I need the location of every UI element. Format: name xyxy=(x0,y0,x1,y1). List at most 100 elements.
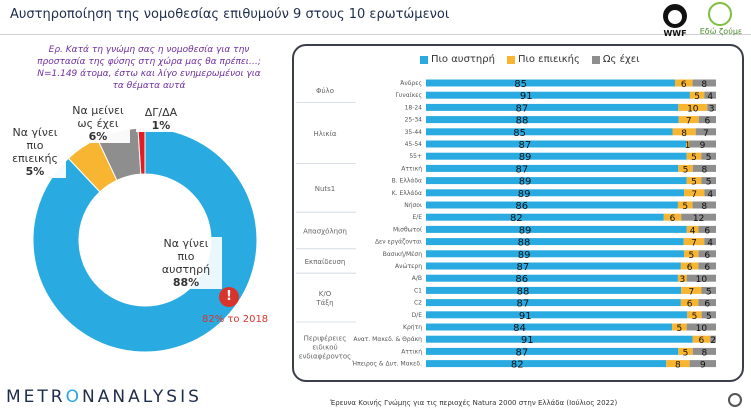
bar-segment-strict xyxy=(426,116,679,124)
breakdown-panel xyxy=(292,44,744,382)
legend-swatch-same xyxy=(591,55,600,64)
bar-value-lenient: 5 xyxy=(688,251,694,261)
bar-segment-lenient xyxy=(686,152,702,160)
bar-segment-lenient xyxy=(689,91,705,99)
bar-value-same: 8 xyxy=(701,202,707,212)
legend-swatch-strict xyxy=(420,55,428,64)
legend-label-strict: Πιο αυστηρή xyxy=(431,54,495,65)
bar-segment-same xyxy=(704,189,716,197)
bar-value-same: 9 xyxy=(700,141,706,151)
bar-value-lenient: 1 xyxy=(685,141,691,151)
bar-value-same: 8 xyxy=(701,80,707,90)
bar-value-strict: 89 xyxy=(518,189,531,200)
row-label: Β. Ελλάδα xyxy=(392,178,422,185)
bar-segment-same xyxy=(704,91,716,99)
bar-value-lenient: 6 xyxy=(687,300,693,310)
note-2018: 82% το 2018 xyxy=(202,314,269,325)
bar-segment-lenient xyxy=(677,274,687,282)
group-label: Τάξη xyxy=(315,299,333,307)
row-label: C2 xyxy=(414,300,422,307)
donut-label-dk: ΔΓ/ΔΑ 1% xyxy=(136,106,186,132)
bar-value-strict: 85 xyxy=(514,79,527,90)
bar-segment-strict xyxy=(426,250,685,258)
row-label: 25-34 xyxy=(405,117,423,124)
bar-value-strict: 87 xyxy=(516,262,529,273)
bar-segment-strict xyxy=(426,201,678,209)
bar-value-lenient: 8 xyxy=(675,361,681,371)
bar-segment-same xyxy=(707,103,716,111)
bar-segment-strict xyxy=(426,299,681,307)
bar-value-strict: 84 xyxy=(513,323,526,334)
group-label: Κ/Ο xyxy=(319,290,332,298)
bar-segment-strict xyxy=(426,311,688,319)
bar-segment-same xyxy=(698,116,716,124)
legend-label-lenient: Πιο επιεικής xyxy=(517,54,580,65)
bar-segment-strict xyxy=(426,164,679,172)
row-label: 55+ xyxy=(409,153,422,160)
bar-value-same: 4 xyxy=(707,239,713,249)
bar-segment-lenient xyxy=(678,347,693,355)
survey-question: Ερ. Κατά τη γνώμη σας η νομοθεσία για τη… xyxy=(37,45,261,91)
row-label: Ε/Ε xyxy=(412,214,422,221)
bar-segment-strict xyxy=(426,286,682,294)
bar-value-lenient: 7 xyxy=(688,287,694,297)
bar-segment-strict xyxy=(426,128,673,136)
donut-label-lenient: Να γίνει πιο επιεικής 5% xyxy=(4,126,66,178)
chart-legend: Πιο αυστηρή Πιο επιεικής Ως έχει xyxy=(420,54,640,65)
bar-segment-same xyxy=(710,335,716,343)
bar-value-strict: 87 xyxy=(516,103,529,114)
bar-value-same: 6 xyxy=(704,226,710,236)
bar-segment-lenient xyxy=(677,201,693,209)
row-label: Μισθωτοί xyxy=(393,226,422,233)
wwf-logo: WWF xyxy=(660,4,690,38)
bar-value-same: 8 xyxy=(702,165,708,175)
bar-value-same: 10 xyxy=(696,324,708,334)
leaf-icon xyxy=(708,2,732,26)
bar-value-same: 4 xyxy=(707,190,713,200)
bar-value-lenient: 5 xyxy=(691,153,697,163)
legend-item-strict: Πιο αυστηρή xyxy=(420,54,495,65)
bar-segment-same xyxy=(692,164,716,172)
page-title: Αυστηροποίηση της νομοθεσίας επιθυμούν 9… xyxy=(10,7,450,22)
metron-analysis-logo: METRONANALYSIS xyxy=(6,387,202,407)
bar-segment-lenient xyxy=(684,250,699,258)
bar-segment-strict xyxy=(426,274,678,282)
bar-segment-strict xyxy=(426,177,687,185)
edo-zoume-logo-text: Εδώ ζούμε xyxy=(699,27,743,36)
bar-segment-lenient xyxy=(683,238,705,246)
bar-segment-same xyxy=(704,238,716,246)
bar-segment-same xyxy=(686,274,716,282)
bar-value-same: 3 xyxy=(709,104,715,114)
row-label: Α/Β xyxy=(412,275,422,282)
bar-value-strict: 88 xyxy=(518,238,531,249)
legend-item-same: Ως έχει xyxy=(591,54,640,65)
bar-segment-strict xyxy=(426,213,664,221)
bar-value-strict: 91 xyxy=(521,335,534,346)
alert-icon: ! xyxy=(219,287,239,307)
wwf-logo-text: WWF xyxy=(663,29,687,38)
legend-item-lenient: Πιο επιεικής xyxy=(506,54,580,65)
group-label: Εκπαίδευση xyxy=(305,258,346,266)
bar-value-strict: 91 xyxy=(520,91,533,102)
bar-segment-strict xyxy=(426,360,667,368)
bar-value-strict: 86 xyxy=(515,274,528,285)
row-label: Κ. Ελλάδα xyxy=(392,190,422,197)
bar-segment-lenient xyxy=(672,128,696,136)
bar-segment-strict xyxy=(426,225,687,233)
bar-value-lenient: 6 xyxy=(670,214,676,224)
bar-segment-lenient xyxy=(678,164,693,172)
group-label: Απασχόληση xyxy=(303,228,347,236)
row-label: Δεν εργάζονται xyxy=(375,239,422,246)
bar-value-strict: 89 xyxy=(518,250,531,261)
bar-segment-lenient xyxy=(680,262,699,270)
bar-value-strict: 89 xyxy=(519,225,532,236)
row-label: Αττική xyxy=(401,165,422,172)
bar-segment-lenient xyxy=(678,116,699,124)
row-label: Ανώτερη xyxy=(395,263,422,270)
bar-segment-lenient xyxy=(686,140,690,148)
bar-segment-lenient xyxy=(681,286,702,294)
row-label: D/E xyxy=(412,312,423,319)
bar-value-same: 10 xyxy=(696,275,708,285)
bar-segment-lenient xyxy=(666,360,690,368)
